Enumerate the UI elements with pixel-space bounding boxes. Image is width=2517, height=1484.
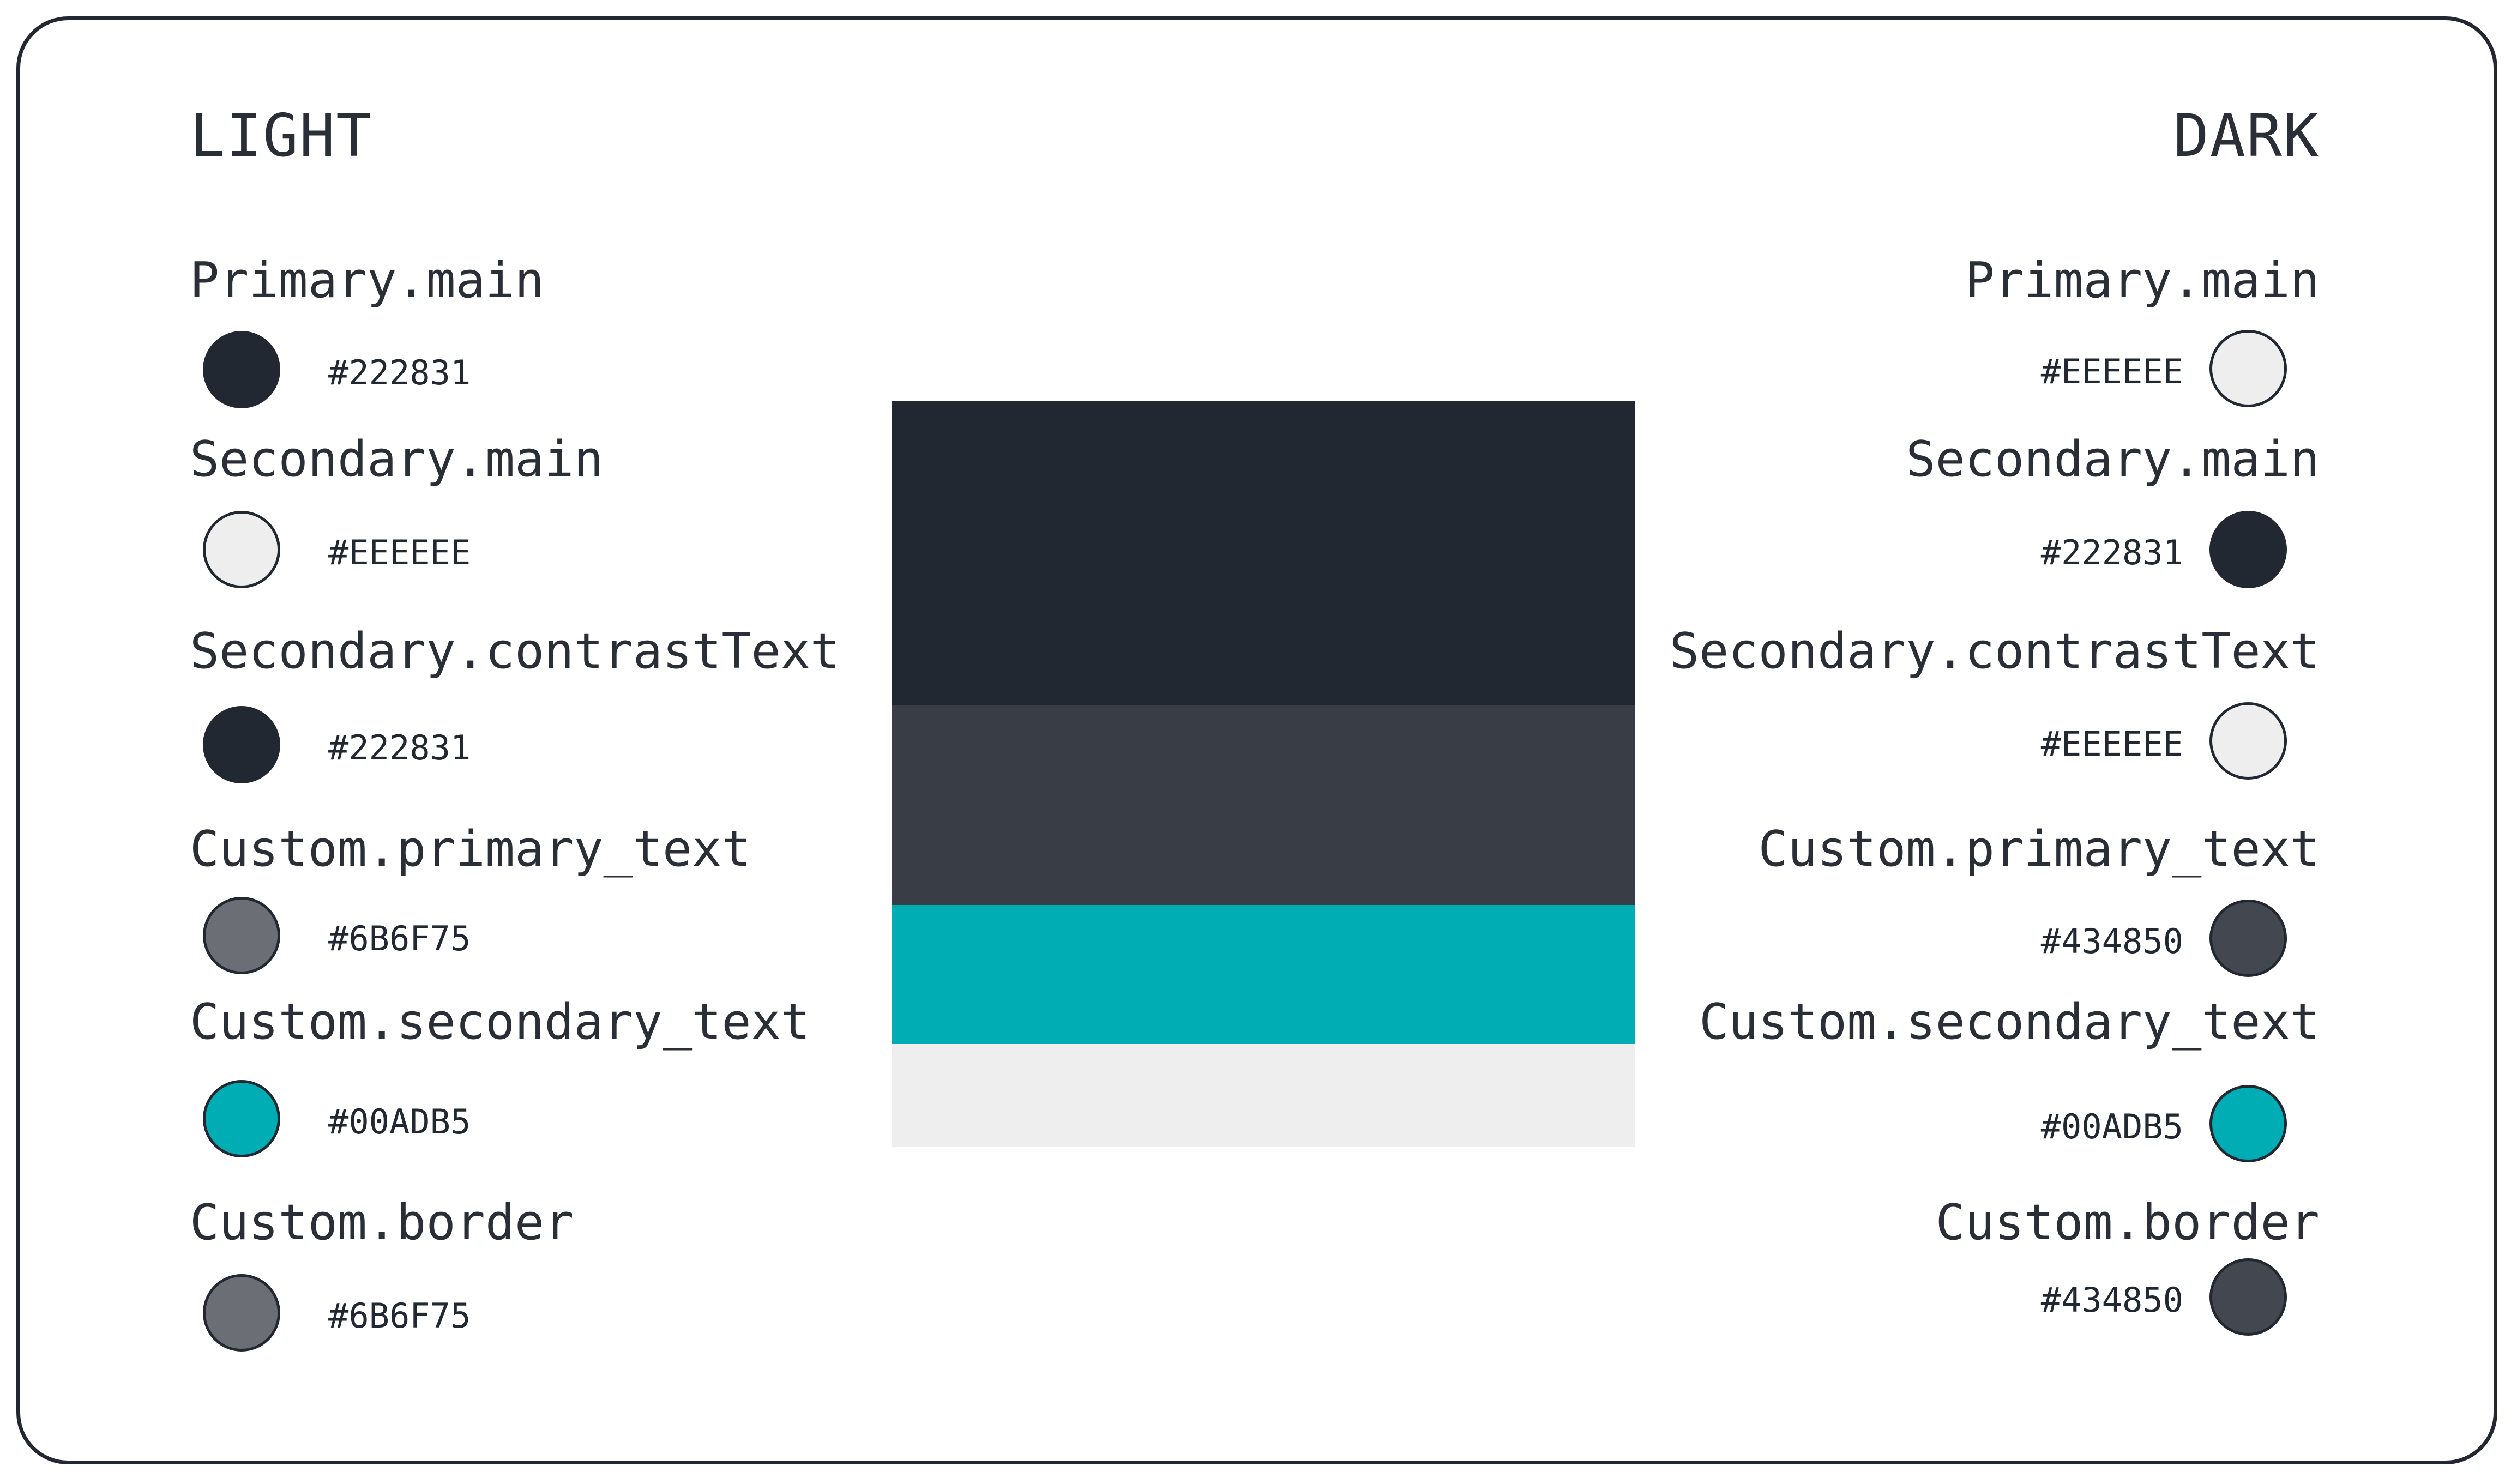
light-hex-primary-main: #222831 bbox=[328, 353, 471, 393]
light-label-custom-primary-text: Custom.primary_text bbox=[190, 821, 751, 878]
light-swatch-custom-secondary-text bbox=[203, 1080, 280, 1157]
light-hex-secondary-main: #EEEEEE bbox=[328, 533, 471, 572]
light-label-primary-main: Primary.main bbox=[190, 252, 545, 309]
dark-heading: DARK bbox=[2173, 102, 2320, 170]
dark-hex-primary-main: #EEEEEE bbox=[2040, 352, 2183, 391]
light-label-secondary-main: Secondary.main bbox=[190, 431, 604, 488]
light-label-secondary-contrasttext: Secondary.contrastText bbox=[190, 623, 840, 680]
light-hex-secondary-contrasttext: #222831 bbox=[328, 728, 471, 768]
palette-band-3 bbox=[892, 905, 1635, 1044]
light-swatch-secondary-main bbox=[203, 511, 280, 588]
light-label-custom-secondary-text: Custom.secondary_text bbox=[190, 993, 810, 1051]
dark-label-primary-main: Primary.main bbox=[1965, 252, 2320, 309]
dark-swatch-primary-main bbox=[2209, 330, 2287, 407]
palette-band-4 bbox=[892, 1044, 1635, 1147]
dark-label-custom-secondary-text: Custom.secondary_text bbox=[1699, 993, 2320, 1051]
palette-strip bbox=[892, 401, 1635, 1147]
light-hex-custom-primary-text: #6B6F75 bbox=[328, 919, 471, 958]
dark-hex-custom-border: #434850 bbox=[2040, 1280, 2183, 1320]
dark-hex-custom-primary-text: #434850 bbox=[2040, 921, 2183, 961]
light-heading: LIGHT bbox=[190, 102, 373, 170]
dark-label-custom-border: Custom.border bbox=[1935, 1194, 2320, 1251]
dark-swatch-secondary-contrasttext bbox=[2209, 702, 2287, 780]
palette-band-1 bbox=[892, 401, 1635, 705]
dark-hex-custom-secondary-text: #00ADB5 bbox=[2040, 1107, 2183, 1147]
dark-label-custom-primary-text: Custom.primary_text bbox=[1758, 821, 2320, 878]
light-label-custom-border: Custom.border bbox=[190, 1194, 574, 1251]
light-swatch-primary-main bbox=[203, 331, 280, 408]
palette-band-2 bbox=[892, 705, 1635, 905]
light-hex-custom-border: #6B6F75 bbox=[328, 1296, 471, 1336]
dark-swatch-custom-border bbox=[2209, 1258, 2287, 1336]
light-swatch-custom-border bbox=[203, 1274, 280, 1352]
dark-hex-secondary-main: #222831 bbox=[2040, 533, 2183, 572]
light-swatch-secondary-contrasttext bbox=[203, 706, 280, 783]
dark-label-secondary-contrasttext: Secondary.contrastText bbox=[1669, 623, 2320, 680]
dark-swatch-custom-secondary-text bbox=[2209, 1085, 2287, 1162]
dark-hex-secondary-contrasttext: #EEEEEE bbox=[2040, 724, 2183, 764]
dark-swatch-custom-primary-text bbox=[2209, 900, 2287, 977]
dark-label-secondary-main: Secondary.main bbox=[1906, 431, 2320, 488]
light-hex-custom-secondary-text: #00ADB5 bbox=[328, 1102, 471, 1142]
dark-swatch-secondary-main bbox=[2209, 511, 2287, 588]
light-swatch-custom-primary-text bbox=[203, 897, 280, 974]
